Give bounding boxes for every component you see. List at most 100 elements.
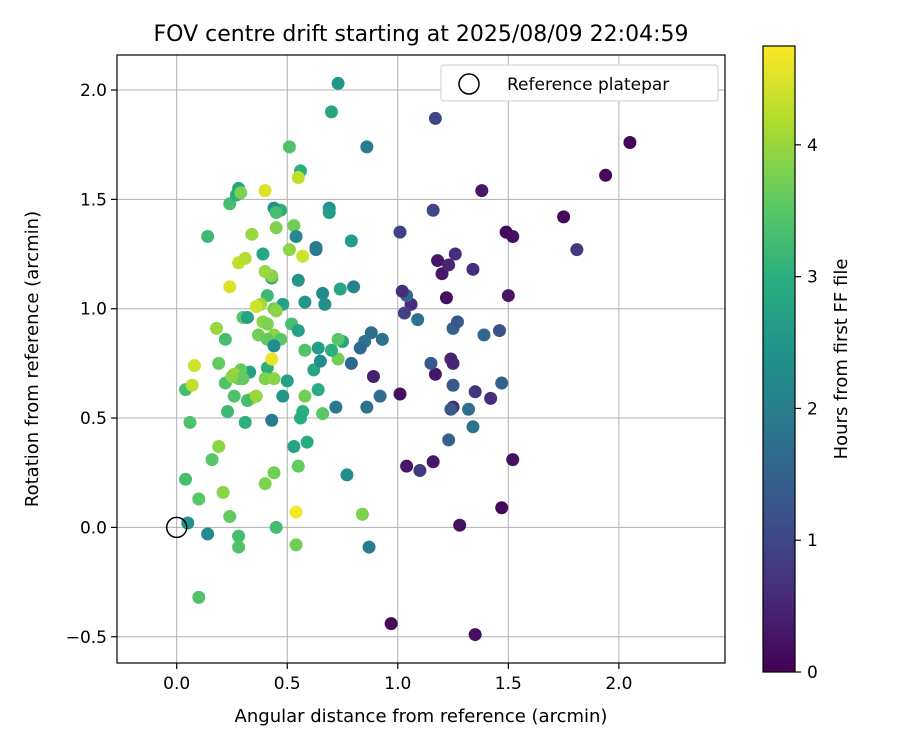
data-point — [232, 540, 246, 554]
data-point — [495, 501, 509, 515]
data-point — [221, 404, 235, 418]
x-axis-ticks: 0.0 0.5 1.0 1.5 2.0 — [163, 663, 632, 694]
data-point — [269, 205, 283, 219]
data-point — [446, 356, 460, 370]
data-point — [267, 339, 281, 353]
data-point — [347, 280, 361, 294]
data-point — [395, 284, 409, 298]
data-point — [492, 324, 506, 338]
data-point — [623, 135, 637, 149]
data-point — [287, 219, 301, 233]
data-point — [475, 184, 489, 198]
y-axis-ticks: −0.5 0.0 0.5 1.0 1.5 2.0 — [66, 81, 117, 648]
data-point — [411, 313, 425, 327]
data-point — [245, 227, 259, 241]
data-point — [360, 400, 374, 414]
data-point — [424, 356, 438, 370]
data-point — [234, 186, 248, 200]
data-point — [355, 507, 369, 521]
data-point — [236, 372, 250, 386]
data-point — [426, 455, 440, 469]
data-point — [212, 439, 226, 453]
data-point — [276, 389, 290, 403]
data-point — [212, 356, 226, 370]
data-point — [570, 243, 584, 257]
legend-reference-marker — [458, 73, 480, 95]
data-point — [223, 280, 237, 294]
data-point — [225, 369, 239, 383]
data-point — [311, 341, 325, 355]
colorbar-tick-label: 1 — [807, 531, 818, 551]
data-point — [397, 306, 411, 320]
data-point — [318, 297, 332, 311]
data-point — [265, 352, 279, 366]
data-point — [287, 439, 301, 453]
data-point — [446, 378, 460, 392]
data-point — [249, 389, 263, 403]
data-point — [201, 230, 215, 244]
colorbar-ticks: 0 1 2 3 4 — [795, 136, 818, 683]
y-tick-label: 1.5 — [80, 190, 107, 210]
y-axis-label: Rotation from reference (arcmin) — [22, 211, 43, 507]
data-point — [450, 315, 464, 329]
data-point — [384, 617, 398, 631]
reference-platepar-marker — [165, 516, 188, 539]
data-point — [362, 540, 376, 554]
data-point — [501, 289, 515, 303]
legend-entry-reference-platepar: Reference platepar — [507, 75, 669, 95]
data-point — [428, 367, 442, 381]
data-point — [258, 265, 272, 279]
colorbar-tick-label: 4 — [807, 136, 818, 156]
data-point — [442, 433, 456, 447]
data-point — [506, 230, 520, 244]
data-point — [267, 372, 281, 386]
data-point — [258, 477, 272, 491]
x-tick-label: 2.0 — [605, 674, 632, 694]
data-point — [258, 184, 272, 198]
data-point — [294, 411, 308, 425]
x-tick-label: 0.0 — [163, 674, 190, 694]
data-point — [393, 225, 407, 239]
data-point — [599, 168, 613, 182]
data-point — [298, 295, 312, 309]
data-point — [187, 359, 201, 373]
data-point — [344, 356, 358, 370]
data-point — [209, 321, 223, 335]
data-point — [428, 111, 442, 125]
data-point — [353, 341, 367, 355]
colorbar-gradient — [762, 45, 796, 673]
data-point — [316, 407, 330, 421]
data-point — [324, 343, 338, 357]
data-point — [296, 249, 310, 263]
data-point — [373, 389, 387, 403]
data-point — [316, 286, 330, 300]
data-point — [360, 140, 374, 154]
data-point — [466, 262, 480, 276]
data-point — [260, 317, 274, 331]
data-point — [223, 509, 237, 523]
data-point — [375, 332, 389, 346]
data-point — [311, 383, 325, 397]
data-point — [181, 516, 195, 530]
data-point — [340, 468, 354, 482]
data-point — [240, 310, 254, 324]
data-point — [413, 464, 427, 478]
x-tick-label: 0.5 — [274, 674, 301, 694]
data-point — [269, 304, 283, 318]
data-point — [466, 420, 480, 434]
data-point — [298, 343, 312, 357]
data-point — [444, 402, 458, 416]
colorbar-tick-label: 3 — [807, 268, 818, 288]
data-point — [462, 402, 476, 416]
data-point — [324, 105, 338, 119]
data-point — [298, 389, 312, 403]
data-point — [468, 385, 482, 399]
data-point — [291, 273, 305, 287]
data-point — [282, 140, 296, 154]
data-point — [216, 485, 230, 499]
data-point — [313, 354, 327, 368]
data-point — [291, 459, 305, 473]
data-point — [331, 332, 345, 346]
data-point — [267, 466, 281, 480]
